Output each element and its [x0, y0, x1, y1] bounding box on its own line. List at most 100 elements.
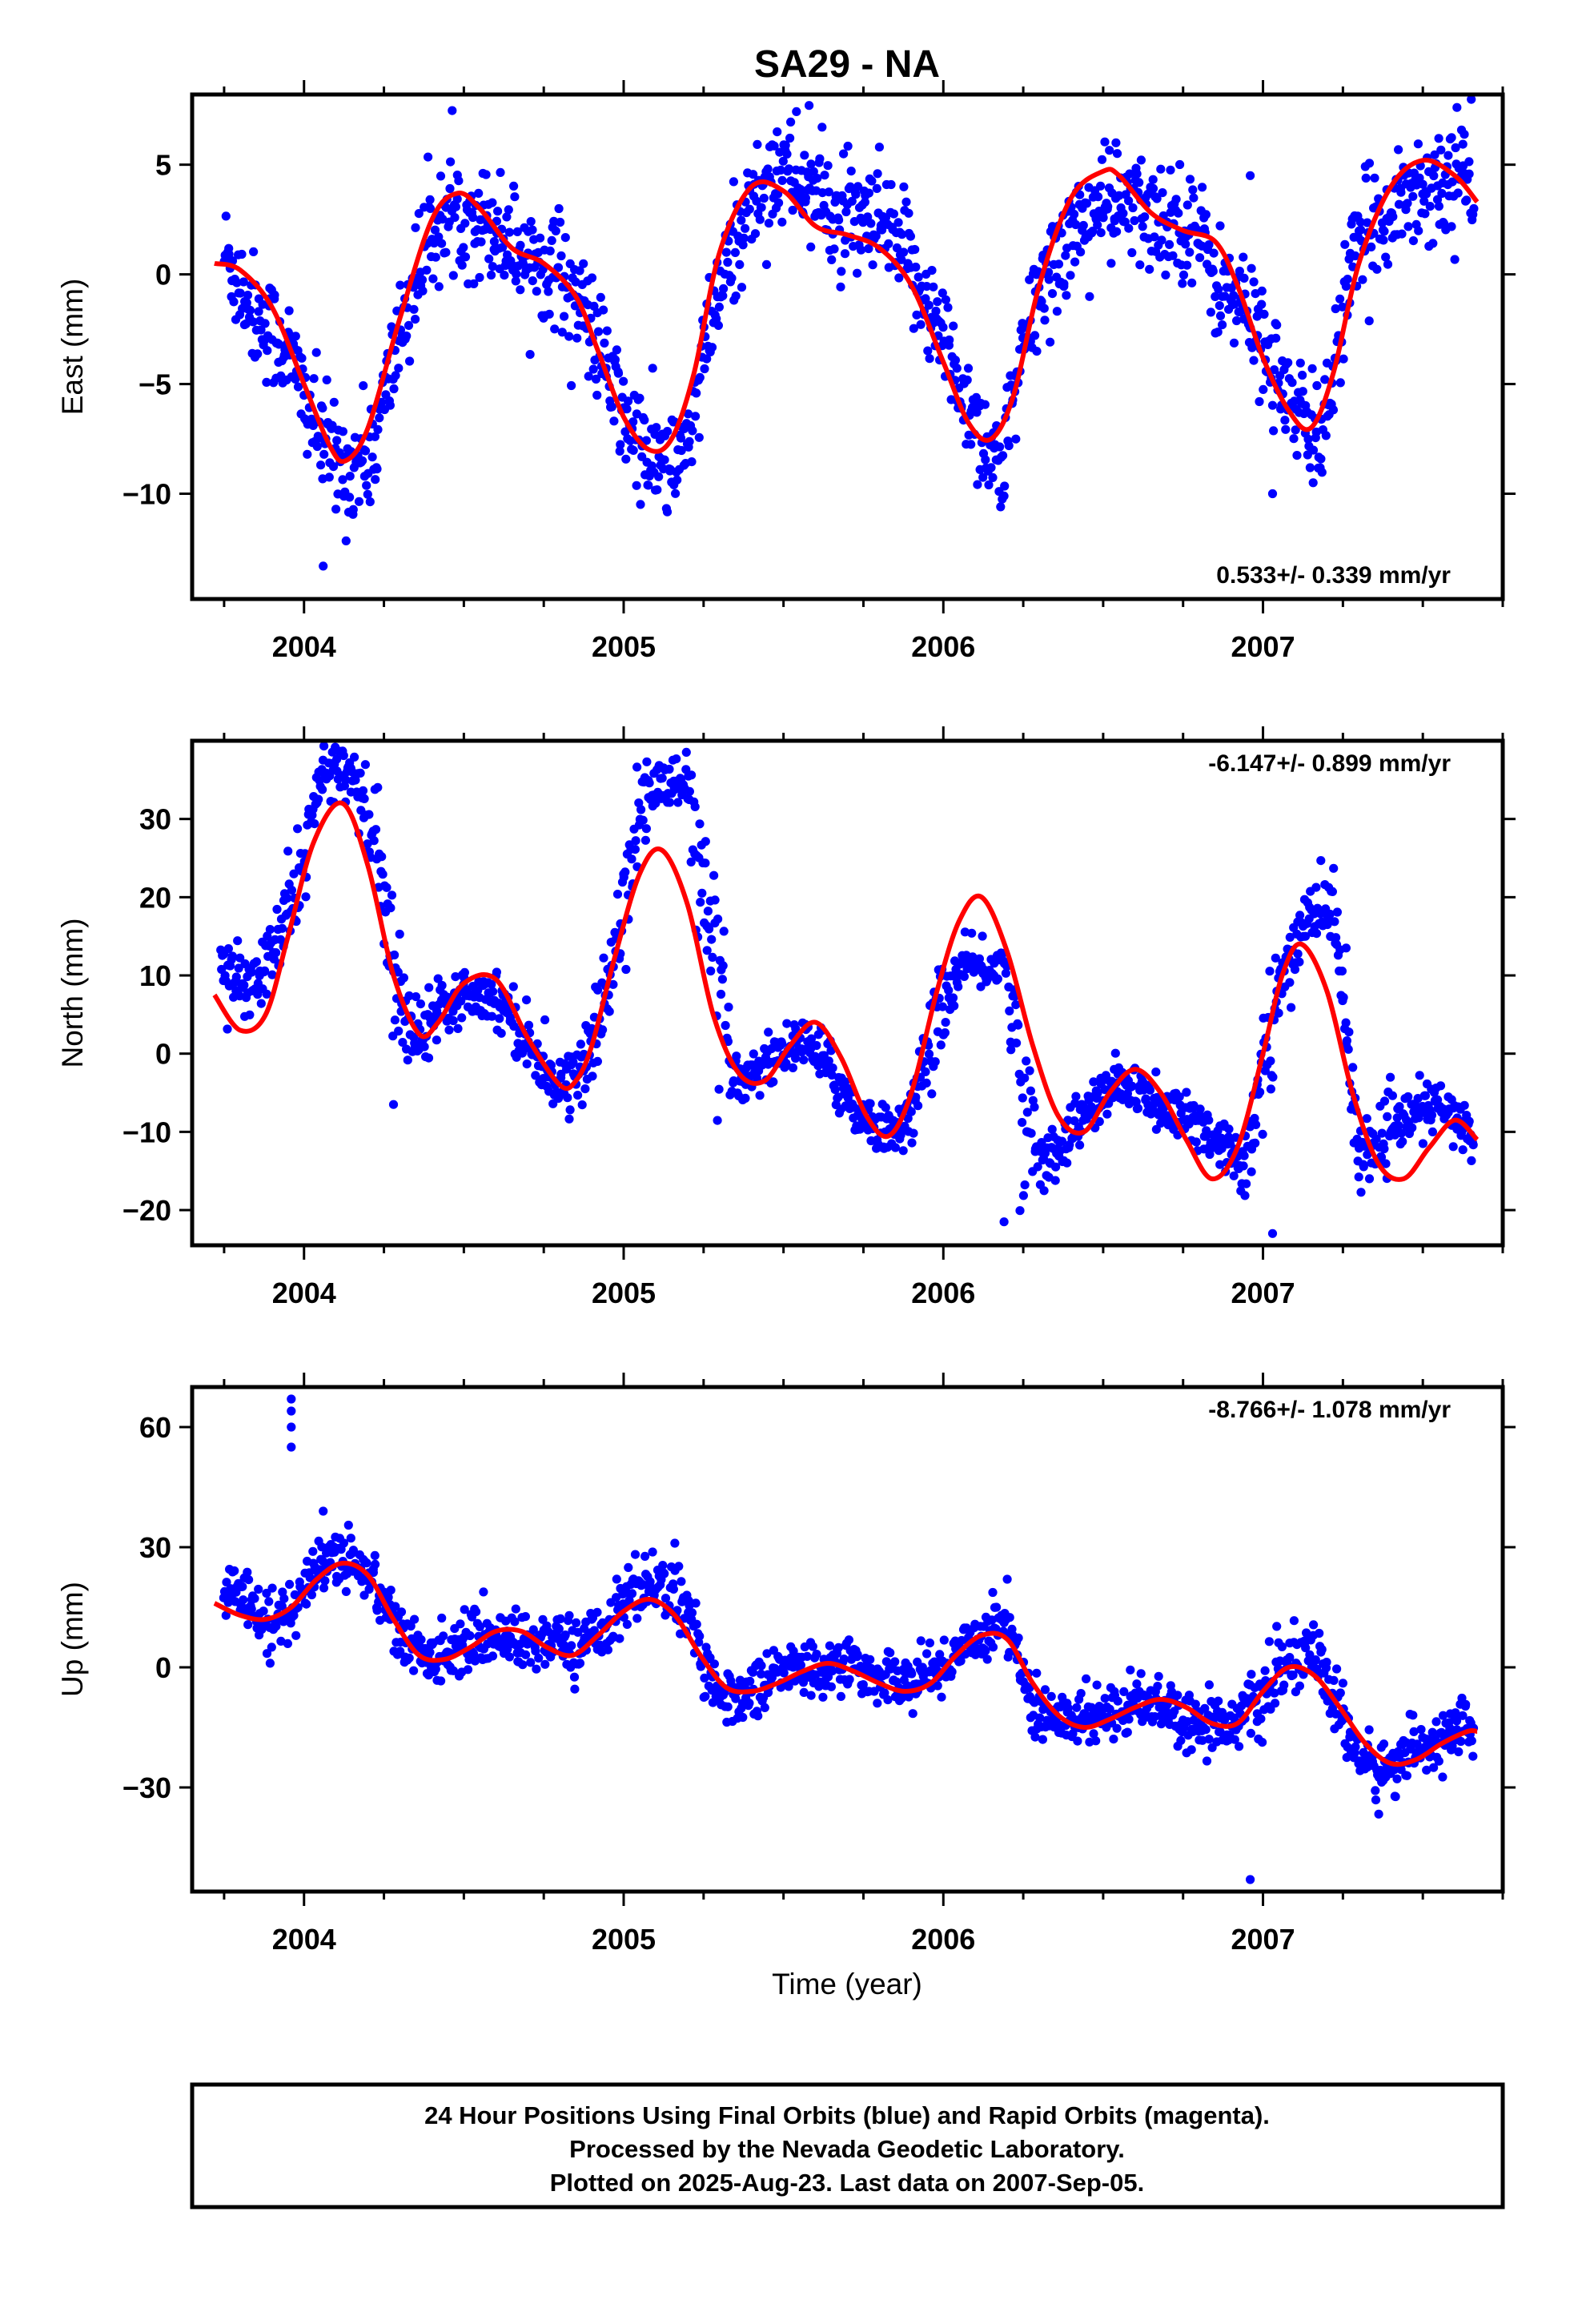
north-outlier-point	[388, 1100, 399, 1109]
east-data-point	[1166, 165, 1175, 175]
up-data-point	[1374, 1809, 1383, 1819]
east-data-point	[735, 259, 745, 269]
east-data-point	[892, 243, 901, 253]
north-data-point	[350, 752, 359, 762]
up-data-point	[1119, 1687, 1129, 1696]
up-data-point	[692, 1619, 701, 1629]
north-rate-annotation: -6.147+/- 0.899 mm/yr	[1208, 750, 1451, 777]
east-data-point	[1206, 308, 1215, 317]
up-data-point	[532, 1664, 541, 1674]
east-data-point	[867, 176, 877, 186]
up-data-point	[1186, 1745, 1196, 1755]
east-data-point	[1239, 273, 1249, 283]
up-data-point	[1311, 1655, 1320, 1665]
east-data-point	[843, 141, 853, 151]
north-data-point	[398, 1038, 408, 1047]
east-data-point	[460, 252, 471, 262]
east-data-point	[256, 325, 266, 335]
east-data-point	[692, 388, 701, 398]
east-data-point	[610, 355, 620, 364]
caption-line-3: Plotted on 2025-Aug-23. Last data on 200…	[550, 2169, 1144, 2197]
east-data-point	[1259, 384, 1268, 394]
east-y-tick-label: −5	[139, 368, 171, 401]
east-data-point	[931, 306, 941, 316]
east-data-point	[1408, 236, 1418, 246]
north-data-point	[967, 928, 977, 938]
east-data-point	[1215, 301, 1224, 311]
east-data-point	[986, 463, 996, 472]
east-data-point	[385, 400, 395, 410]
east-data-point	[1469, 203, 1479, 214]
up-data-point	[320, 1576, 330, 1586]
north-data-point	[245, 1010, 255, 1019]
east-data-point	[372, 464, 382, 474]
north-data-point	[1182, 1088, 1191, 1097]
east-data-point	[827, 255, 837, 264]
east-data-point	[966, 440, 976, 449]
east-data-point	[303, 449, 312, 459]
east-data-point	[1388, 212, 1398, 222]
east-data-point	[371, 475, 380, 485]
up-data-point	[1351, 1742, 1360, 1751]
east-data-point	[367, 452, 377, 462]
up-x-tick-label: 2004	[272, 1923, 336, 1956]
east-data-point	[414, 209, 424, 219]
up-data-point	[677, 1577, 686, 1586]
up-data-point	[1364, 1725, 1374, 1735]
east-data-point	[921, 294, 930, 304]
east-data-point	[375, 413, 384, 423]
north-data-point	[1268, 1072, 1278, 1082]
east-data-point	[856, 245, 866, 255]
east-data-point	[978, 472, 988, 482]
up-data-point	[343, 1520, 353, 1530]
up-data-point	[460, 1605, 469, 1614]
north-data-point	[769, 1077, 778, 1087]
east-data-point	[1229, 291, 1239, 300]
up-data-point	[760, 1703, 769, 1712]
east-data-point	[1289, 434, 1299, 444]
north-data-point	[577, 1100, 587, 1110]
east-data-point	[1403, 199, 1412, 208]
east-data-point	[632, 480, 641, 490]
east-data-point	[899, 182, 909, 191]
east-data-point	[1161, 270, 1170, 279]
east-data-point	[829, 244, 839, 254]
east-data-point	[1082, 199, 1092, 208]
east-data-point	[431, 252, 440, 262]
north-x-tick-label: 2005	[592, 1277, 656, 1309]
east-data-point	[1328, 405, 1339, 415]
north-data-point	[310, 819, 319, 829]
up-data-point	[615, 1634, 624, 1643]
up-data-point	[1122, 1727, 1132, 1737]
up-data-point	[812, 1650, 821, 1659]
east-data-point	[846, 167, 856, 176]
east-data-point	[1307, 364, 1317, 373]
up-data-point	[243, 1567, 252, 1577]
north-data-point	[1204, 1116, 1214, 1125]
north-data-point	[495, 1014, 504, 1023]
east-data-point	[963, 364, 974, 373]
north-data-point	[1407, 1123, 1417, 1132]
east-plot-frame	[190, 92, 1505, 601]
up-data-point	[1176, 1735, 1186, 1745]
up-data-point	[1100, 1694, 1110, 1703]
east-data-point	[411, 223, 420, 232]
east-data-point	[688, 426, 697, 436]
east-data-point	[502, 212, 512, 222]
north-data-point	[921, 1067, 930, 1076]
east-data-point	[389, 384, 399, 394]
east-data-point	[781, 140, 790, 150]
north-data-point	[696, 898, 705, 907]
north-data-point	[1239, 1151, 1249, 1160]
north-data-point	[234, 963, 243, 973]
east-data-point	[262, 377, 271, 387]
east-data-point	[254, 307, 263, 316]
up-outlier-point	[319, 1506, 328, 1516]
north-data-point	[644, 778, 654, 788]
north-data-point	[1026, 1086, 1035, 1096]
east-data-point	[1462, 195, 1472, 205]
north-data-point	[1342, 1036, 1351, 1046]
north-data-point	[1071, 1092, 1081, 1101]
north-data-point	[1363, 1150, 1372, 1160]
north-data-point	[729, 1076, 739, 1086]
